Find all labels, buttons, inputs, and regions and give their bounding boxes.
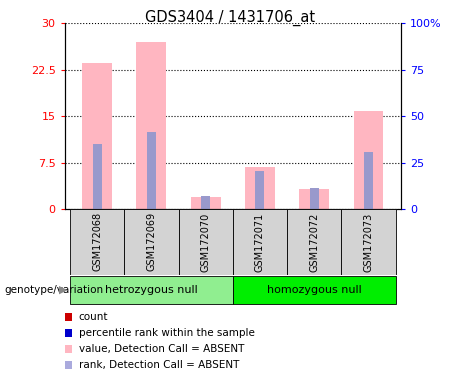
Text: GSM172068: GSM172068 [92, 212, 102, 271]
Bar [341, 209, 396, 275]
Bar [299, 189, 329, 209]
Bar [82, 63, 112, 209]
Text: genotype/variation: genotype/variation [5, 285, 104, 295]
Bar [233, 209, 287, 275]
Text: hetrozygous null: hetrozygous null [105, 285, 198, 295]
Text: GSM172073: GSM172073 [364, 212, 373, 271]
Bar [354, 111, 384, 209]
Bar [364, 152, 373, 209]
Bar [255, 171, 265, 209]
Bar [136, 42, 166, 209]
Text: homozygous null: homozygous null [267, 285, 361, 295]
Text: count: count [78, 312, 108, 322]
Text: percentile rank within the sample: percentile rank within the sample [78, 328, 254, 338]
Bar [93, 144, 101, 209]
Bar [191, 197, 221, 209]
Bar [178, 209, 233, 275]
Text: GDS3404 / 1431706_at: GDS3404 / 1431706_at [145, 10, 316, 26]
Bar [201, 195, 210, 209]
Text: GSM172071: GSM172071 [255, 212, 265, 271]
Text: GSM172069: GSM172069 [147, 212, 156, 271]
Text: GSM172070: GSM172070 [201, 212, 211, 271]
Text: ▶: ▶ [59, 285, 67, 295]
Bar [233, 276, 396, 304]
Text: rank, Detection Call = ABSENT: rank, Detection Call = ABSENT [78, 360, 239, 370]
Bar [124, 209, 178, 275]
Bar [147, 132, 156, 209]
Text: GSM172072: GSM172072 [309, 212, 319, 271]
Bar [70, 276, 233, 304]
Bar [70, 209, 124, 275]
Bar [310, 187, 319, 209]
Bar [245, 167, 275, 209]
Bar [287, 209, 341, 275]
Text: value, Detection Call = ABSENT: value, Detection Call = ABSENT [78, 344, 244, 354]
